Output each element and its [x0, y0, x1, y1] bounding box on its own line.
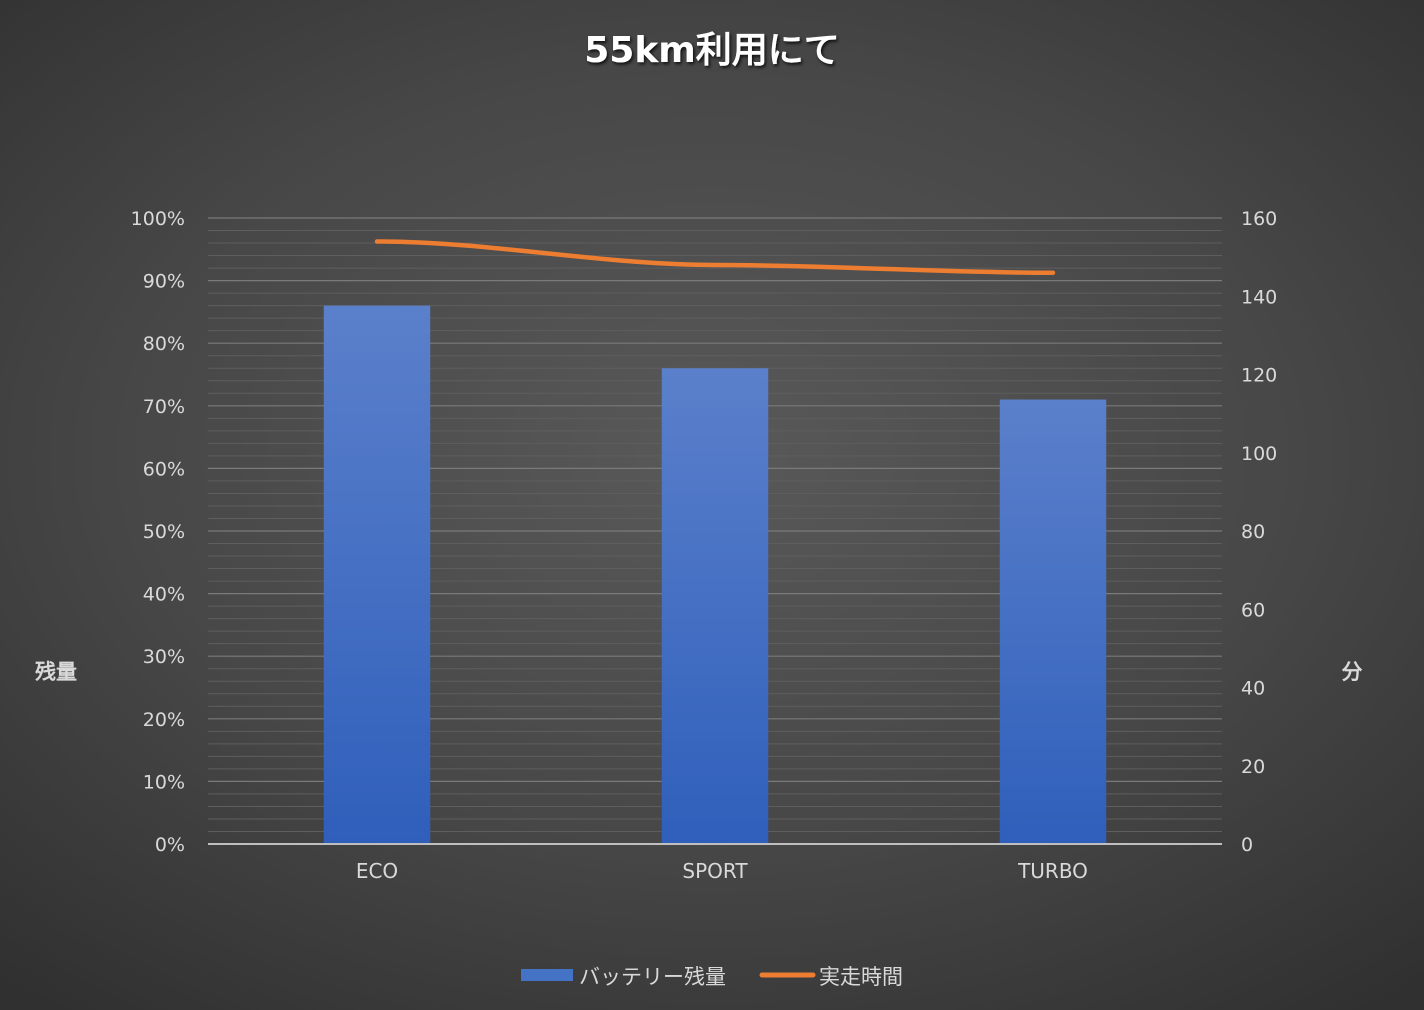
legend-label-line: 実走時間	[819, 965, 903, 989]
y-tick-label: 0%	[155, 834, 185, 856]
y-tick-label: 20%	[143, 709, 185, 731]
bar	[999, 399, 1107, 844]
line-series	[374, 239, 1056, 276]
y2-tick-label: 100	[1241, 443, 1277, 465]
y-axis-title: 残量	[35, 660, 77, 684]
bar	[661, 368, 769, 844]
y-tick-label: 60%	[143, 458, 185, 480]
bar	[323, 305, 431, 844]
y-tick-label: 90%	[143, 271, 185, 293]
y-tick-label: 30%	[143, 646, 185, 668]
chart-title: 55km利用にて	[584, 30, 840, 71]
y2-tick-label: 120	[1241, 365, 1277, 387]
y2-tick-label: 0	[1241, 834, 1253, 856]
y2-tick-label: 20	[1241, 756, 1265, 778]
x-tick-label: TURBO	[1017, 859, 1088, 883]
y2-tick-label: 80	[1241, 521, 1265, 543]
y2-axis-title: 分	[1342, 660, 1363, 684]
y2-tick-label: 60	[1241, 599, 1265, 621]
y2-tick-label: 40	[1241, 678, 1265, 700]
legend-label-bar: バッテリー残量	[579, 965, 726, 989]
x-tick-label: SPORT	[682, 859, 748, 883]
y-tick-label: 40%	[143, 584, 185, 606]
y-tick-label: 80%	[143, 333, 185, 355]
y-tick-label: 50%	[143, 521, 185, 543]
bars	[323, 305, 1107, 844]
legend-swatch-bar	[521, 969, 573, 981]
x-tick-label: ECO	[356, 859, 398, 883]
axes: 0% 10% 20% 30% 40% 50% 60% 70% 80% 90% 100% 0 20 40 60…	[131, 208, 1278, 883]
y-tick-label: 10%	[143, 771, 185, 793]
y-tick-label: 70%	[143, 396, 185, 418]
y-tick-label: 100%	[131, 208, 185, 230]
y2-tick-label: 160	[1241, 208, 1277, 230]
legend: バッテリー残量 実走時間	[521, 965, 903, 989]
y2-tick-label: 140	[1241, 286, 1277, 308]
